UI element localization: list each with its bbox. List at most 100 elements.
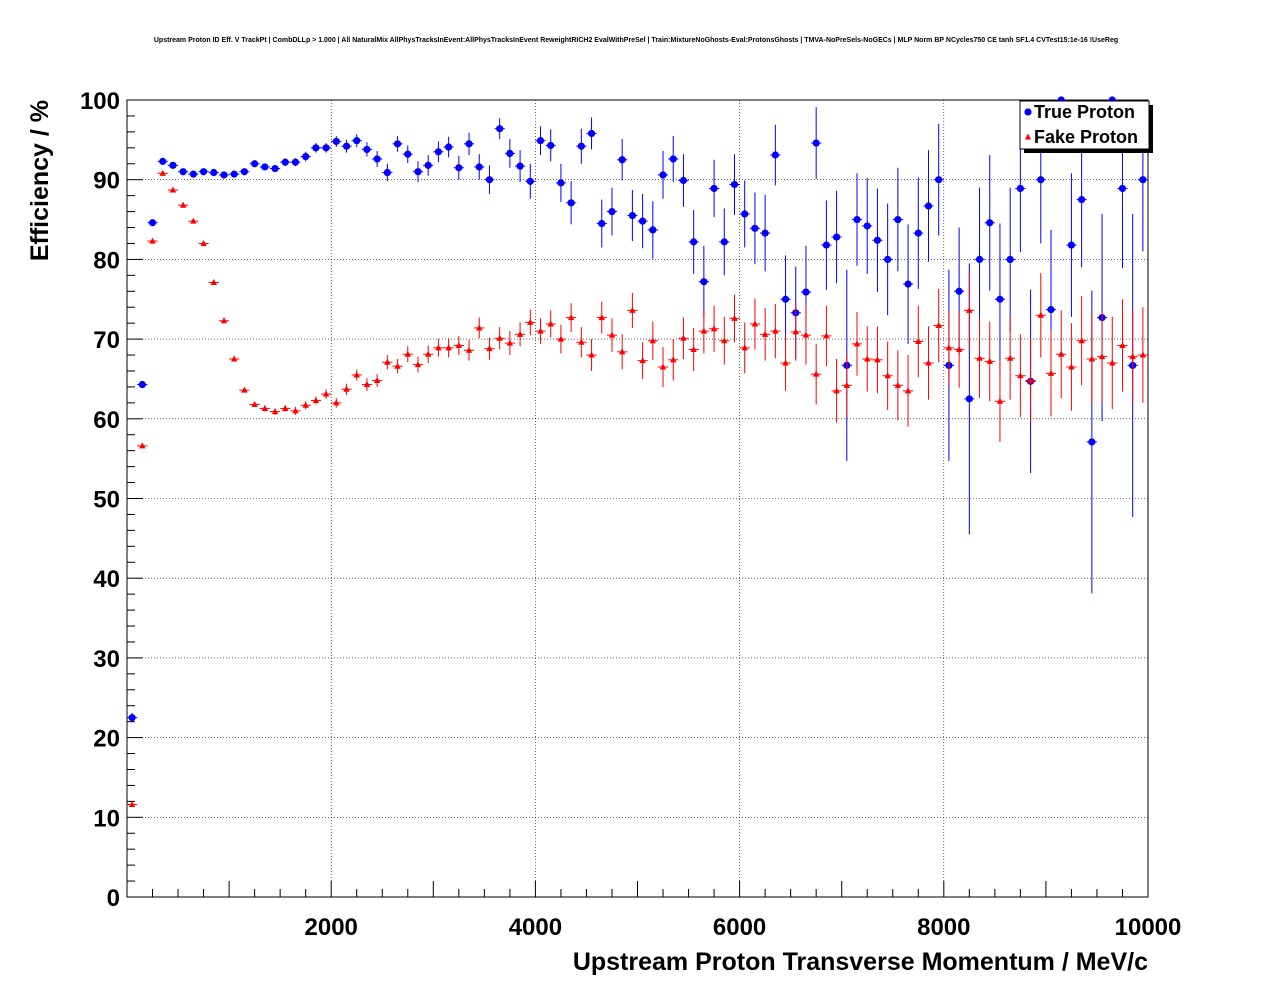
- data-point: [1037, 176, 1045, 184]
- series-true-proton: [127, 96, 1148, 723]
- data-point: [220, 171, 228, 179]
- legend-label: Fake Proton: [1034, 127, 1138, 147]
- data-point: [618, 348, 626, 355]
- data-point: [812, 370, 820, 377]
- data-point: [1016, 184, 1024, 193]
- legend: True Proton Fake Proton: [1019, 100, 1153, 153]
- data-point: [312, 396, 320, 403]
- data-point: [833, 387, 840, 394]
- data-point: [587, 129, 596, 138]
- data-point: [230, 170, 238, 178]
- data-point: [567, 314, 575, 321]
- data-point: [955, 345, 963, 352]
- data-point: [526, 177, 534, 185]
- data-point: [894, 215, 902, 224]
- data-point: [445, 344, 452, 351]
- data-point: [291, 158, 300, 166]
- data-point: [159, 169, 166, 176]
- data-point: [904, 387, 912, 394]
- data-point: [802, 331, 810, 338]
- data-point: [649, 337, 657, 344]
- data-point: [802, 288, 810, 296]
- data-point: [200, 239, 207, 246]
- data-point: [874, 356, 881, 363]
- data-point: [792, 328, 799, 335]
- data-point: [506, 339, 514, 346]
- data-point: [741, 344, 748, 351]
- data-point: [1098, 353, 1106, 360]
- data-point: [342, 142, 351, 150]
- data-point: [527, 318, 534, 325]
- data-point: [843, 381, 851, 388]
- data-point: [1058, 350, 1065, 357]
- data-point: [506, 149, 514, 157]
- data-point: [322, 144, 330, 152]
- data-point: [547, 141, 555, 150]
- data-point: [486, 345, 493, 352]
- data-point: [373, 377, 381, 384]
- data-point: [1006, 354, 1014, 361]
- data-point: [639, 217, 647, 225]
- y-axis-label: Efficiency / %: [26, 100, 54, 261]
- data-point: [690, 238, 698, 246]
- data-point: [700, 327, 708, 334]
- data-point: [598, 314, 605, 321]
- data-point: [1027, 377, 1034, 384]
- data-point: [986, 357, 993, 364]
- data-point: [965, 395, 973, 403]
- data-point: [128, 714, 136, 722]
- data-point: [302, 152, 310, 161]
- data-point: [935, 322, 942, 329]
- data-point: [241, 386, 248, 393]
- data-point: [210, 168, 218, 177]
- data-point: [220, 317, 228, 324]
- data-point: [261, 404, 269, 411]
- data-point: [445, 143, 453, 151]
- data-point: [190, 217, 197, 224]
- series-fake-proton: [127, 169, 1148, 808]
- x-tick-label: 4000: [509, 914, 562, 941]
- grid-lines: [127, 100, 1148, 897]
- y-tick-label: 10: [93, 805, 120, 832]
- data-point: [659, 363, 667, 370]
- data-point: [710, 325, 718, 332]
- data-point: [251, 400, 258, 407]
- data-point: [649, 226, 657, 234]
- data-point: [475, 163, 483, 171]
- data-point: [1006, 255, 1014, 263]
- data-point: [904, 280, 912, 288]
- data-point: [914, 229, 922, 237]
- data-point: [608, 331, 616, 338]
- data-point: [669, 155, 677, 163]
- data-point: [333, 399, 340, 406]
- data-point: [730, 180, 739, 189]
- data-point: [945, 344, 953, 351]
- data-point: [465, 140, 473, 148]
- data-point: [608, 207, 616, 216]
- data-point: [761, 330, 769, 337]
- data-point: [598, 219, 606, 228]
- x-tick-label: 6000: [713, 914, 766, 941]
- legend-marker-fake-proton: [1024, 133, 1032, 140]
- data-point: [1088, 438, 1096, 446]
- data-point: [924, 202, 933, 210]
- data-point: [588, 351, 595, 358]
- data-point: [1047, 306, 1055, 314]
- data-point: [751, 224, 759, 232]
- data-point: [1047, 369, 1055, 376]
- data-point: [189, 170, 197, 178]
- data-point: [853, 215, 861, 224]
- data-point: [384, 358, 391, 365]
- data-point: [353, 137, 361, 145]
- data-point: [231, 355, 238, 362]
- y-tick-label: 100: [80, 88, 120, 115]
- data-point: [915, 337, 922, 344]
- y-tick-label: 90: [93, 168, 120, 195]
- data-point: [976, 354, 983, 361]
- data-point: [1017, 372, 1024, 379]
- data-point: [343, 385, 350, 392]
- data-point: [884, 372, 891, 379]
- data-point: [1088, 355, 1096, 362]
- data-point: [690, 345, 697, 352]
- data-point: [864, 355, 871, 362]
